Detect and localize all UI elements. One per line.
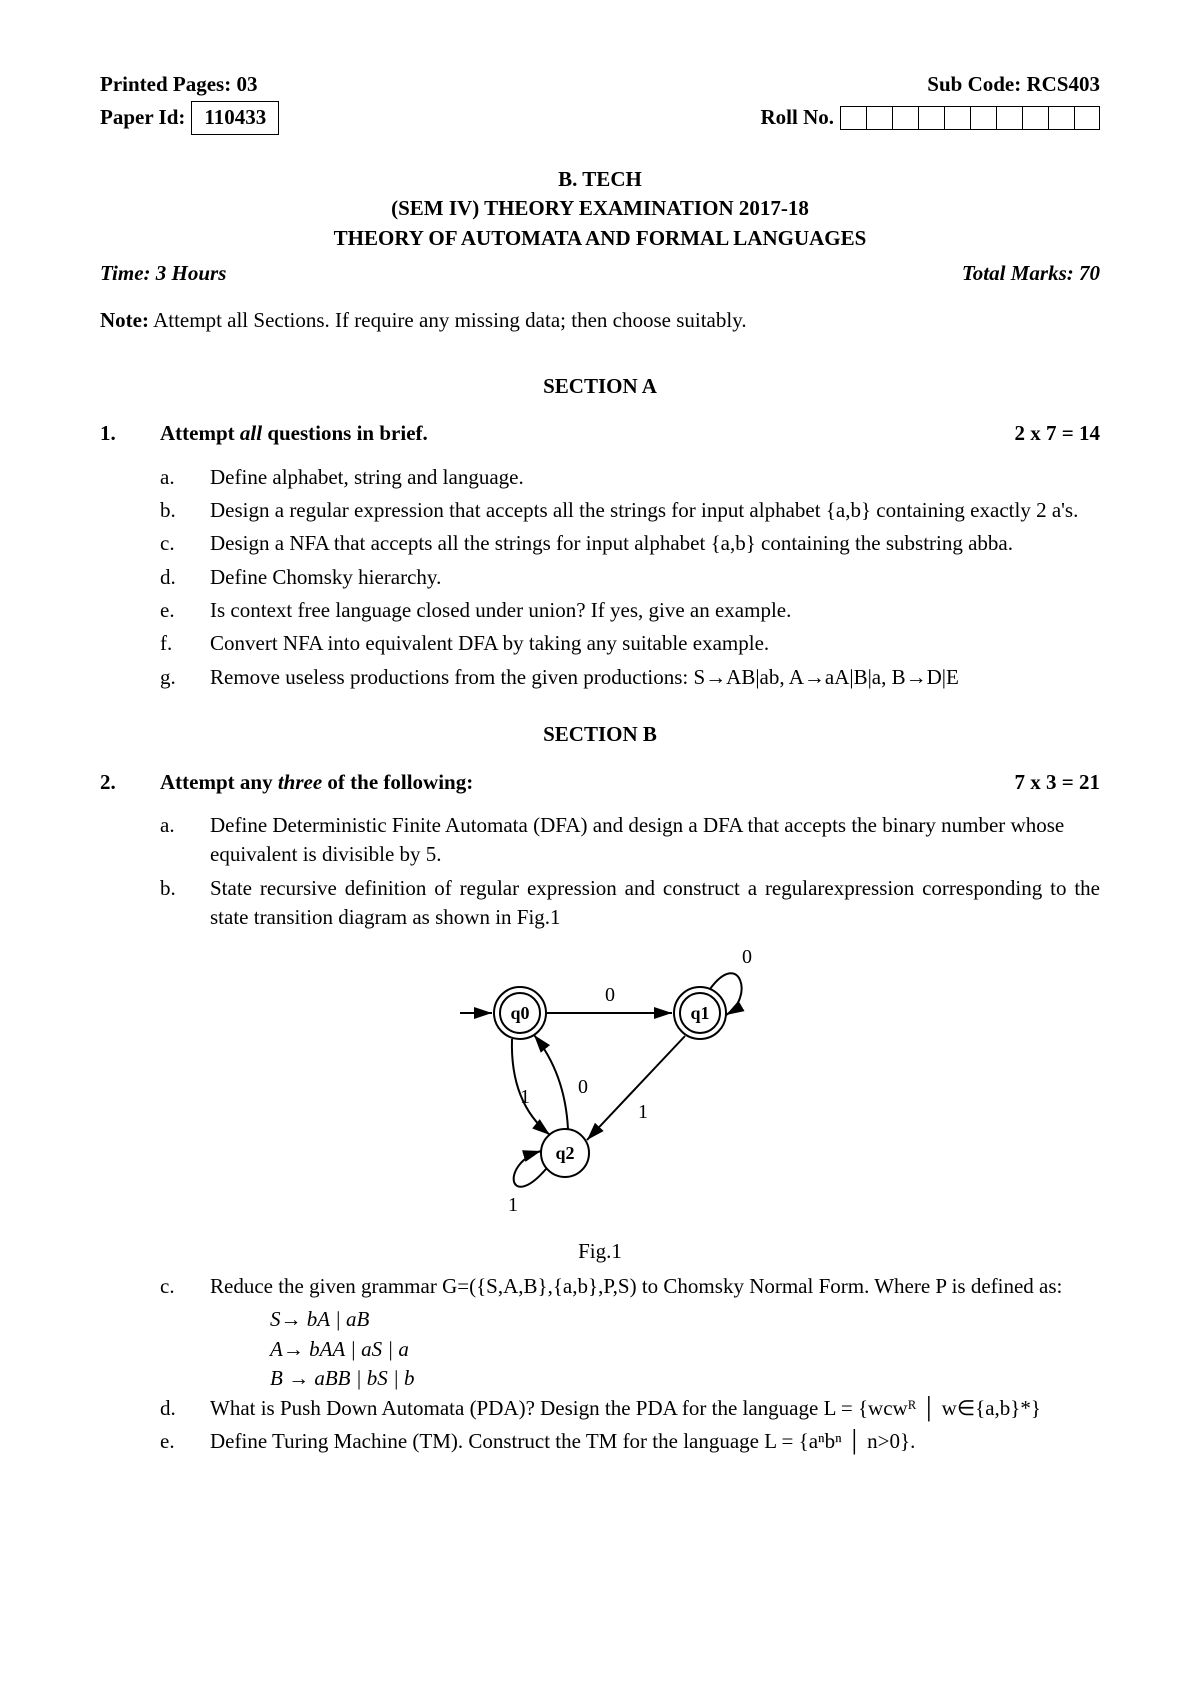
q1g-text: Remove useless productions from the give…: [210, 663, 1100, 692]
q1b-text: Design a regular expression that accepts…: [210, 496, 1100, 525]
q2a-text: Define Deterministic Finite Automata (DF…: [210, 811, 1100, 870]
roll-no-cells: [840, 106, 1100, 130]
paper-id-row: Paper Id: 110433: [100, 101, 279, 134]
productions: S→ bA | aB A→ bAA | aS | a B → aBB | bS …: [270, 1305, 1100, 1393]
section-a-heading: SECTION A: [100, 372, 1100, 401]
q2d-text: What is Push Down Automata (PDA)? Design…: [210, 1394, 1100, 1423]
paper-id-label: Paper Id:: [100, 103, 185, 132]
q1e-label: e.: [160, 596, 210, 625]
printed-pages: Printed Pages: 03: [100, 70, 257, 99]
question-2: 2. Attempt any three of the following: 7…: [100, 768, 1100, 797]
q1-number: 1.: [100, 419, 160, 448]
figure-1-caption: Fig.1: [100, 1237, 1100, 1266]
q1d-label: d.: [160, 563, 210, 592]
production-2: A→ bAA | aS | a: [270, 1335, 1100, 1364]
svg-text:1: 1: [508, 1194, 518, 1216]
time-label: Time: 3 Hours: [100, 259, 226, 288]
title-line2: (SEM IV) THEORY EXAMINATION 2017-18: [100, 194, 1100, 223]
q1f-text: Convert NFA into equivalent DFA by takin…: [210, 629, 1100, 658]
q2c-label: c.: [160, 1272, 210, 1301]
marks-label: Total Marks: 70: [962, 259, 1100, 288]
title-line1: B. TECH: [100, 165, 1100, 194]
q1e-text: Is context free language closed under un…: [210, 596, 1100, 625]
production-1: S→ bA | aB: [270, 1305, 1100, 1334]
q2c-text: Reduce the given grammar G=({S,A,B},{a,b…: [210, 1272, 1100, 1301]
svg-text:0: 0: [742, 946, 752, 968]
q2-sublist: a.Define Deterministic Finite Automata (…: [160, 811, 1100, 933]
svg-text:1: 1: [520, 1086, 530, 1108]
section-b-heading: SECTION B: [100, 720, 1100, 749]
q2-sublist-cont2: d.What is Push Down Automata (PDA)? Desi…: [160, 1394, 1100, 1457]
production-3: B → aBB | bS | b: [270, 1364, 1100, 1393]
q1g-label: g.: [160, 663, 210, 692]
q1-text: Attempt all questions in brief.: [160, 419, 987, 448]
q2a-label: a.: [160, 811, 210, 870]
svg-text:q1: q1: [690, 1003, 709, 1023]
paper-id-value: 110433: [191, 101, 279, 134]
svg-text:q0: q0: [510, 1003, 529, 1023]
roll-no-label: Roll No.: [761, 103, 835, 132]
q2e-label: e.: [160, 1427, 210, 1456]
q1a-label: a.: [160, 463, 210, 492]
svg-text:q2: q2: [555, 1143, 574, 1163]
q2-text: Attempt any three of the following:: [160, 768, 987, 797]
q2e-text: Define Turing Machine (TM). Construct th…: [210, 1427, 1100, 1456]
roll-no-row: Roll No.: [761, 101, 1101, 134]
q1f-label: f.: [160, 629, 210, 658]
q1c-text: Design a NFA that accepts all the string…: [210, 529, 1100, 558]
svg-text:1: 1: [638, 1101, 648, 1123]
figure-1: q0 q1 q2 0 0 1 0 1 1: [100, 943, 1100, 1233]
q2b-label: b.: [160, 874, 210, 933]
q1-marks: 2 x 7 = 14: [1015, 419, 1100, 448]
svg-text:0: 0: [578, 1076, 588, 1098]
q2d-label: d.: [160, 1394, 210, 1423]
sub-code: Sub Code: RCS403: [927, 70, 1100, 99]
state-diagram-svg: q0 q1 q2 0 0 1 0 1 1: [410, 943, 790, 1233]
q1c-label: c.: [160, 529, 210, 558]
question-1: 1. Attempt all questions in brief. 2 x 7…: [100, 419, 1100, 448]
q2-number: 2.: [100, 768, 160, 797]
q2-sublist-cont: c.Reduce the given grammar G=({S,A,B},{a…: [160, 1272, 1100, 1301]
q1d-text: Define Chomsky hierarchy.: [210, 563, 1100, 592]
title-block: B. TECH (SEM IV) THEORY EXAMINATION 2017…: [100, 165, 1100, 253]
svg-text:0: 0: [605, 984, 615, 1006]
title-line3: THEORY OF AUTOMATA AND FORMAL LANGUAGES: [100, 224, 1100, 253]
q2-marks: 7 x 3 = 21: [1015, 768, 1100, 797]
note: Note: Attempt all Sections. If require a…: [100, 306, 1100, 335]
q1-sublist: a.Define alphabet, string and language. …: [160, 463, 1100, 693]
q1a-text: Define alphabet, string and language.: [210, 463, 1100, 492]
q1b-label: b.: [160, 496, 210, 525]
q2b-text: State recursive definition of regular ex…: [210, 874, 1100, 933]
